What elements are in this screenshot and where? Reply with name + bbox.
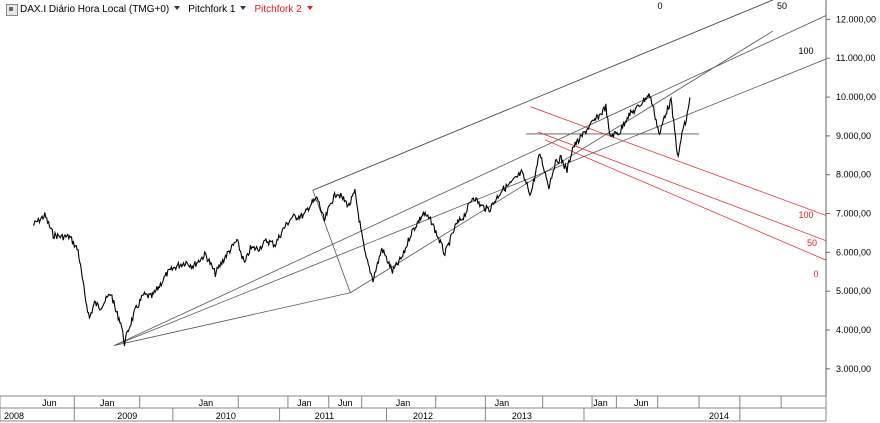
y-tick-label-5: 8.000,00 xyxy=(836,170,871,180)
y-tick-label-1: 4.000,00 xyxy=(836,325,871,335)
pitchfork-2-line-2 xyxy=(544,139,827,261)
level-label-1: 50 xyxy=(777,1,787,11)
y-tick-label-3: 6.000,00 xyxy=(836,247,871,257)
pitchfork-2-line-0 xyxy=(530,106,827,216)
chart-legend: DAX.I Diário Hora Local (TMG+0) Pitchfor… xyxy=(6,2,321,16)
level-label-4: 50 xyxy=(807,238,817,248)
level-label-2: 100 xyxy=(798,46,813,56)
x-tick-label-2: Jan xyxy=(199,398,214,408)
x-tick-label-3: Jan xyxy=(297,398,312,408)
pitchfork-1-dropdown-icon[interactable] xyxy=(240,6,247,10)
pitchfork-1-label[interactable]: Pitchfork 1 xyxy=(188,3,236,15)
pitchfork-1-line-1 xyxy=(312,0,773,191)
pitchfork-2-line-1 xyxy=(537,131,827,242)
year-label-3: 2011 xyxy=(315,411,334,421)
x-tick-label-0: Jun xyxy=(42,398,57,408)
y-tick-label-9: 12.000,00 xyxy=(836,14,876,24)
x-tick-label-5: Jan xyxy=(396,398,411,408)
symbol-label[interactable]: DAX.I Diário Hora Local (TMG+0) xyxy=(20,3,170,15)
year-label-5: 2013 xyxy=(512,411,532,421)
pitchfork-2-label[interactable]: Pitchfork 2 xyxy=(254,3,302,15)
price-line xyxy=(32,93,691,347)
year-label-2: 2010 xyxy=(216,411,236,421)
pitchfork-2-dropdown-icon[interactable] xyxy=(306,6,313,10)
x-tick-label-6: Jan xyxy=(495,398,510,408)
x-tick-label-7: Jan xyxy=(593,398,608,408)
x-tick-label-8: Jun xyxy=(634,398,649,408)
x-tick-label-1: Jan xyxy=(100,398,115,408)
symbol-dropdown-icon[interactable] xyxy=(174,6,181,10)
year-label-0: 2008 xyxy=(4,411,24,421)
y-tick-label-7: 10.000,00 xyxy=(836,92,876,102)
y-tick-label-8: 11.000,00 xyxy=(836,53,875,63)
plot-area xyxy=(0,0,826,396)
level-label-5: 0 xyxy=(813,269,818,279)
pitchfork-1-line-2 xyxy=(114,15,827,346)
year-label-4: 2012 xyxy=(413,411,433,421)
y-tick-label-0: 3.000,00 xyxy=(836,364,871,374)
chart-logo-icon xyxy=(6,3,18,16)
level-label-3: 100 xyxy=(798,210,813,220)
level-label-0: 0 xyxy=(657,1,662,11)
year-label-1: 2009 xyxy=(117,411,137,421)
y-tick-label-6: 9.000,00 xyxy=(836,131,871,141)
y-tick-label-2: 5.000,00 xyxy=(836,286,871,296)
year-label-6: 2014 xyxy=(709,411,729,421)
pitchfork-1-anchor-line xyxy=(114,190,351,346)
y-tick-label-4: 7.000,00 xyxy=(836,209,871,219)
x-tick-label-4: Jun xyxy=(338,398,353,408)
